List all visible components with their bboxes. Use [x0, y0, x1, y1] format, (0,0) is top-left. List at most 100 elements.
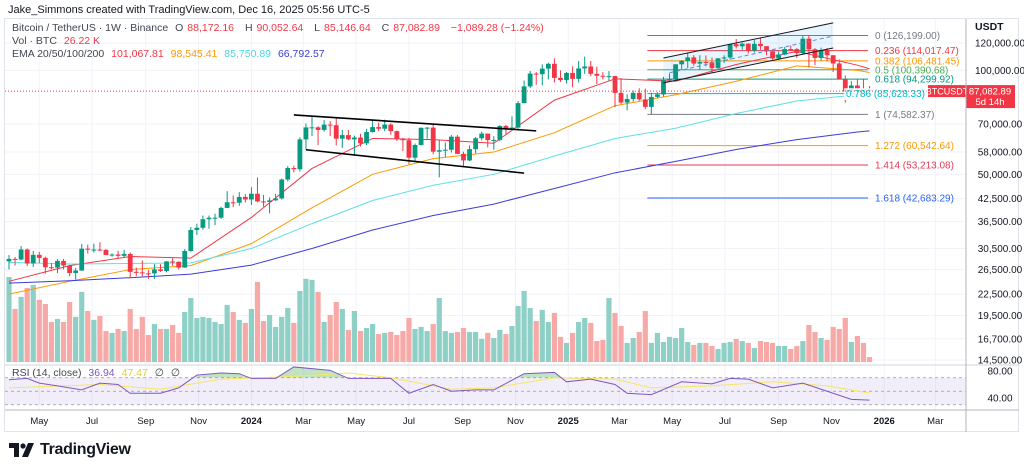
- volume-bar: [515, 305, 521, 362]
- volume-bar: [170, 324, 176, 362]
- chart-credit: Jake_Simmons created with TradingView.co…: [8, 4, 370, 16]
- candle-body: [612, 76, 618, 93]
- volume-bar: [818, 338, 824, 362]
- rsi-extra-1: ∅: [154, 367, 164, 379]
- candle: [545, 62, 551, 80]
- candle-body: [800, 38, 806, 54]
- candle: [400, 137, 406, 152]
- volume-bar: [54, 318, 61, 362]
- volume-bar: [230, 311, 236, 362]
- ema-legend[interactable]: EMA 20/50/100/200 101,067.81 98,545.41 8…: [12, 48, 329, 60]
- candle-body: [485, 133, 491, 141]
- volume-bar: [436, 297, 442, 362]
- candle-body: [855, 85, 860, 90]
- rsi-value: 36.94: [88, 367, 115, 379]
- volume-bar: [363, 328, 370, 362]
- fib-level-label: 1 (74,582.37): [875, 110, 935, 121]
- candle-body: [600, 75, 606, 77]
- candle: [836, 59, 842, 80]
- volume-bar: [582, 317, 588, 362]
- candle: [6, 255, 12, 270]
- candle-body: [145, 273, 151, 275]
- candle: [618, 78, 624, 104]
- candle-body: [24, 249, 30, 264]
- candle-body: [527, 73, 533, 87]
- rsi-ma-line: [8, 372, 870, 394]
- candle-body: [418, 127, 424, 145]
- candle-body: [139, 272, 145, 274]
- candle: [697, 55, 703, 70]
- volume-bar: [188, 297, 194, 362]
- candle: [164, 260, 169, 273]
- candle: [679, 60, 685, 70]
- ema20-line: [8, 50, 870, 282]
- price-tick-label: 70,000.00: [978, 119, 1023, 130]
- candle-body: [12, 258, 18, 260]
- volume-bar: [727, 341, 733, 362]
- candle-body: [182, 250, 188, 268]
- candle: [594, 66, 600, 85]
- candle-body: [830, 55, 836, 64]
- candle: [261, 194, 266, 207]
- candle: [642, 88, 648, 110]
- volume-bar: [751, 348, 757, 362]
- candle-body: [91, 249, 97, 251]
- candle: [236, 192, 242, 206]
- candle: [758, 37, 763, 50]
- volume-bar: [376, 334, 382, 362]
- candle: [624, 94, 630, 111]
- time-tick-label: Jul: [86, 416, 98, 427]
- candle-body: [194, 227, 200, 230]
- candle: [691, 55, 697, 66]
- price-tick-label: 30,500.00: [978, 244, 1023, 255]
- close-value: 87,082.89: [393, 22, 440, 34]
- tradingview-logo[interactable]: TradingView: [9, 441, 131, 459]
- candle-body: [515, 103, 521, 128]
- symbol-legend[interactable]: Bitcoin / TetherUS · 1W · Binance O 88,17…: [12, 22, 548, 34]
- volume-bar: [842, 317, 848, 362]
- volume-bar: [854, 335, 860, 362]
- fib-level-label: 0.786 (85,628.33): [846, 89, 925, 100]
- candle-body: [279, 179, 285, 199]
- candle: [430, 123, 436, 155]
- candle-body: [788, 49, 794, 51]
- rsi-legend[interactable]: RSI (14, close) 36.94 47.47 ∅ ∅: [12, 367, 184, 379]
- candle-body: [479, 133, 485, 139]
- tradingview-logo-icon: [9, 443, 34, 457]
- candle: [667, 73, 672, 82]
- volume-bar: [757, 341, 764, 362]
- currency-label[interactable]: USDT: [972, 20, 1007, 34]
- candle: [479, 131, 485, 141]
- candle: [539, 64, 545, 86]
- candle-body: [618, 92, 624, 103]
- candle-body: [85, 248, 91, 250]
- candle: [152, 264, 157, 279]
- candle-body: [588, 66, 594, 74]
- fib-label-backdrop: [844, 88, 927, 101]
- candle: [812, 48, 818, 66]
- volume-bar: [848, 341, 854, 362]
- time-tick-label: Mar: [611, 416, 627, 427]
- candle: [370, 119, 375, 133]
- candle: [176, 261, 182, 270]
- volume-bar: [200, 316, 206, 362]
- rsi-extra-2: ∅: [170, 367, 181, 379]
- close-label: C: [381, 22, 390, 34]
- volume-bar: [800, 341, 806, 362]
- volume-bar: [30, 284, 36, 362]
- volume-legend[interactable]: Vol · BTC 26.22 K: [12, 35, 104, 47]
- rsi-overbought-fill: [9, 366, 870, 378]
- candle-body: [806, 38, 812, 50]
- candle-body: [212, 217, 218, 219]
- candle: [321, 120, 327, 132]
- volume-bar: [103, 331, 109, 362]
- symbol-title[interactable]: Bitcoin / TetherUS · 1W · Binance: [12, 22, 169, 34]
- open-value: 88,172.16: [187, 22, 235, 34]
- volume-bar: [636, 331, 642, 362]
- volume-bar: [788, 348, 794, 362]
- candle-body: [352, 137, 357, 140]
- candle-body: [455, 136, 460, 154]
- volume-bar: [48, 321, 55, 362]
- candle: [521, 80, 527, 104]
